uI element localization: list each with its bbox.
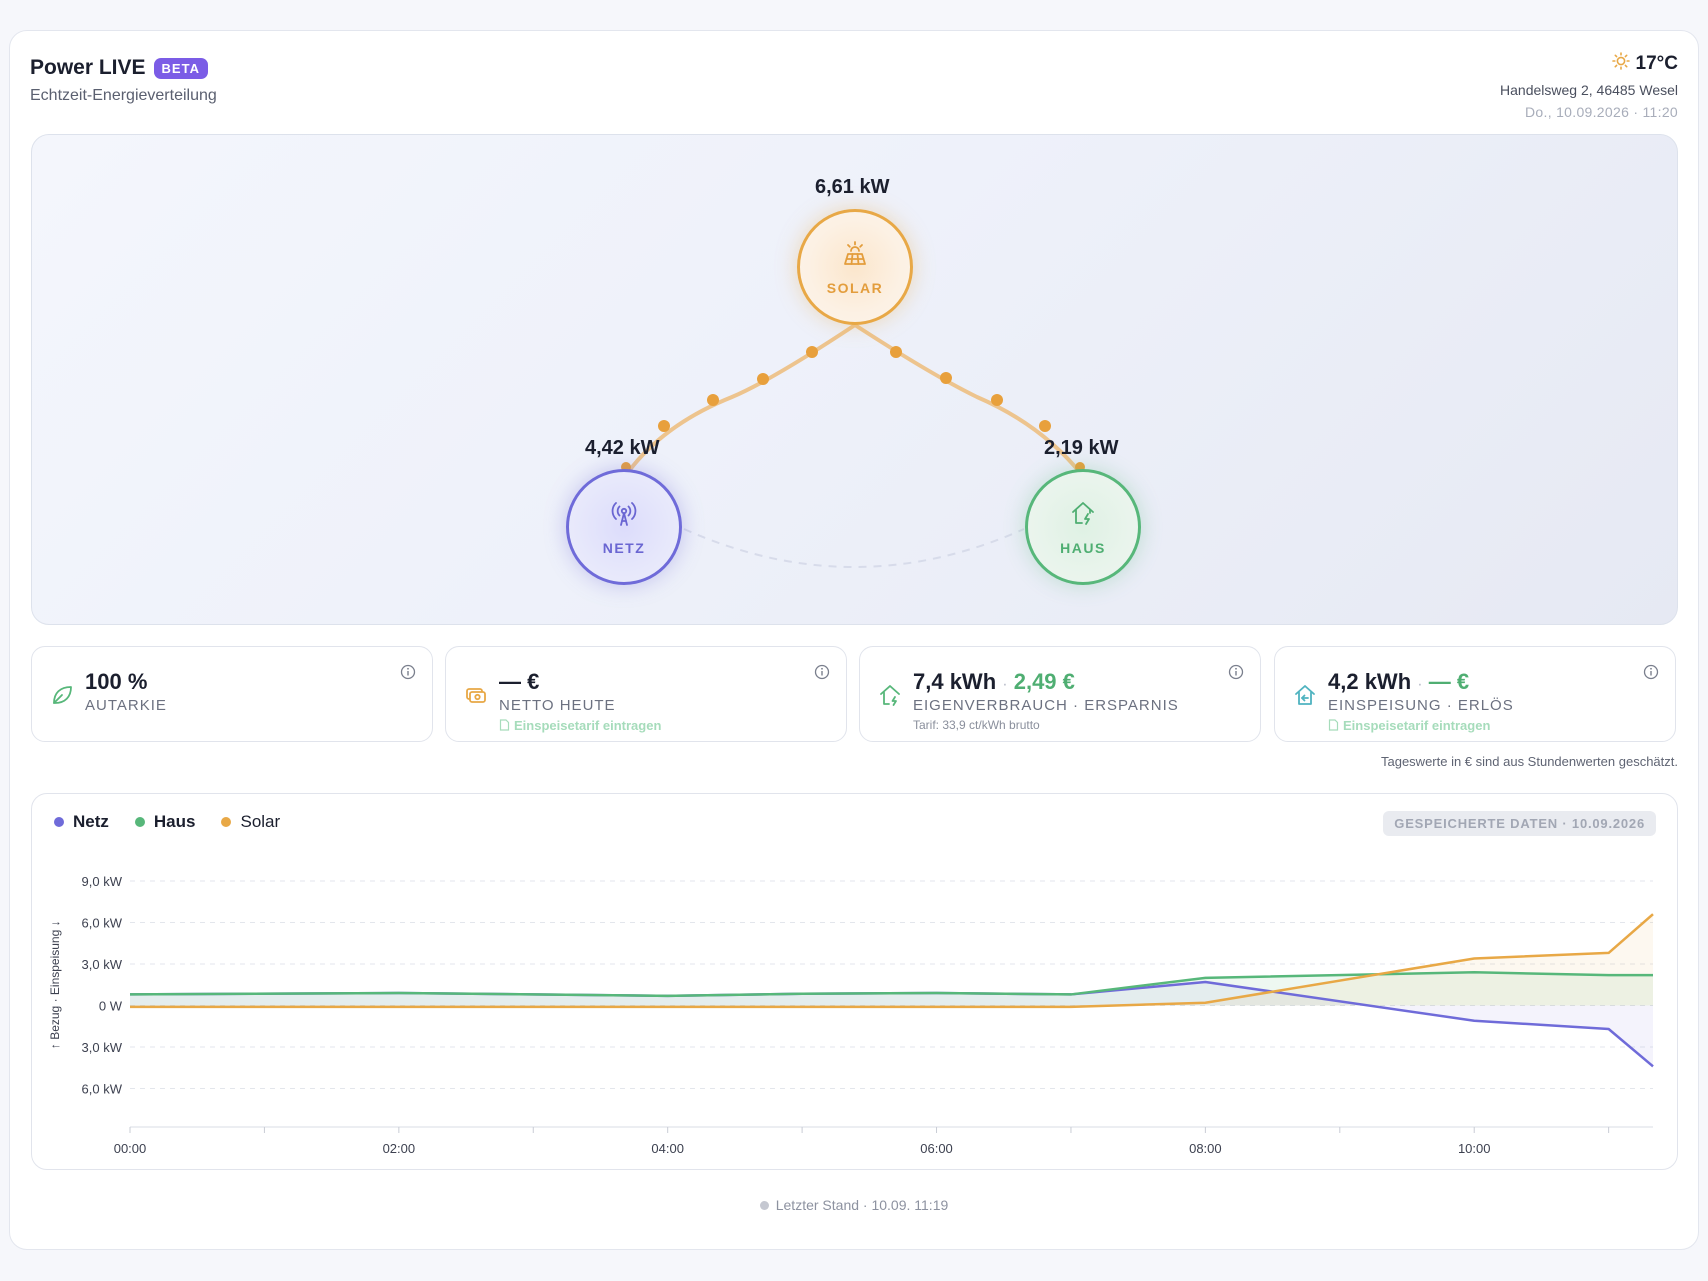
sun-icon <box>1611 52 1630 75</box>
einspeisung-label: EINSPEISUNG · ERLÖS <box>1328 697 1514 714</box>
x-tick-label: 04:00 <box>651 1141 684 1156</box>
house-export-icon <box>1293 683 1317 712</box>
y-tick-label: 6,0 kW <box>82 1082 123 1097</box>
x-tick-label: 00:00 <box>114 1141 147 1156</box>
haus-node[interactable]: HAUS <box>1025 469 1141 585</box>
house-bolt-icon <box>1069 499 1097 532</box>
stat-netto-heute: — € NETTO HEUTE Einspeisetarif eintragen <box>445 646 847 742</box>
einspeisetarif-link[interactable]: Einspeisetarif eintragen <box>499 718 661 733</box>
stat-eigenverbrauch: 7,4 kWh · 2,49 € EIGENVERBRAUCH · ERSPAR… <box>859 646 1261 742</box>
tarif-text: Tarif: 33,9 ct/kWh brutto <box>913 718 1040 732</box>
netto-value: — € <box>499 669 540 694</box>
info-icon[interactable] <box>1228 664 1244 685</box>
legend-solar[interactable]: Solar <box>221 812 280 832</box>
y-tick-label: 3,0 kW <box>82 957 123 972</box>
x-tick-label: 08:00 <box>1189 1141 1222 1156</box>
chart-legend: Netz Haus Solar <box>54 812 280 832</box>
solar-node[interactable]: SOLAR <box>797 209 913 325</box>
datetime: Do., 10.09.2026 · 11:20 <box>1525 104 1678 120</box>
flow-lines <box>621 323 1085 568</box>
legend-haus[interactable]: Haus <box>134 812 195 832</box>
info-icon[interactable] <box>400 664 416 685</box>
flow-dots <box>621 346 1085 472</box>
erloes-value: — € <box>1428 669 1470 694</box>
haus-power: 2,19 kW <box>1044 437 1119 459</box>
netz-label: NETZ <box>602 539 646 556</box>
info-icon[interactable] <box>814 664 830 685</box>
series-area-netz <box>130 981 1653 1067</box>
solar-power: 6,61 kW <box>815 176 890 198</box>
x-tick-label: 06:00 <box>920 1141 953 1156</box>
stat-einspeisung: 4,2 kWh · — € EINSPEISUNG · ERLÖS Einspe… <box>1274 646 1676 742</box>
y-tick-label: 0 W <box>99 999 123 1014</box>
solar-label: SOLAR <box>826 279 884 296</box>
weather-location: 17°C Handelsweg 2, 46485 Wesel Do., 10.0… <box>1500 52 1678 120</box>
einspeisetarif-link[interactable]: Einspeisetarif eintragen <box>1328 718 1490 733</box>
eigenverbrauch-value: 7,4 kWh · 2,49 € <box>913 669 1075 694</box>
netz-power: 4,42 kW <box>585 437 660 459</box>
leaf-icon <box>50 683 74 712</box>
series-line-haus <box>129 971 1653 998</box>
money-icon <box>464 683 488 712</box>
autarkie-value: 100 % <box>85 669 148 694</box>
address: Handelsweg 2, 46485 Wesel <box>1500 82 1678 98</box>
header: Power LIVE BETA Echtzeit-Energieverteilu… <box>30 56 217 105</box>
estimate-note: Tageswerte in € sind aus Stundenwerten g… <box>1380 754 1678 769</box>
document-icon <box>499 719 510 731</box>
solar-panel-icon <box>841 239 869 272</box>
last-update-text: Letzter Stand · 10.09. 11:19 <box>775 1197 949 1213</box>
netz-haus-idle-line <box>683 528 1025 568</box>
page-title: Power LIVE <box>30 56 146 79</box>
beta-badge: BETA <box>153 57 208 79</box>
power-chart-card: Netz Haus Solar GESPEICHERTE DATEN · 10.… <box>31 793 1678 1170</box>
autarkie-label: AUTARKIE <box>85 697 167 714</box>
einspeisung-value: 4,2 kWh · — € <box>1328 669 1470 694</box>
line-chart: 9,0 kW 6,0 kW 3,0 kW 0 W 3,0 kW 6,0 kW ↑ Bezug… <box>48 874 1654 1156</box>
info-icon[interactable] <box>1643 664 1659 685</box>
stat-autarkie: 100 % AUTARKIE <box>31 646 433 742</box>
y-tick-label: 9,0 kW <box>82 874 123 889</box>
haus-label: HAUS <box>1060 539 1106 556</box>
netto-label: NETTO HEUTE <box>499 697 616 714</box>
solar-netz-line <box>624 323 857 477</box>
y-axis-label: ↑ Bezug · Einspeisung ↓ <box>48 920 62 1049</box>
saved-data-badge: GESPEICHERTE DATEN · 10.09.2026 <box>1383 811 1656 836</box>
series-line-solar <box>130 913 1654 1009</box>
x-tick-label: 10:00 <box>1458 1141 1491 1156</box>
series-area-solar <box>130 914 1653 1007</box>
house-bolt-icon <box>878 683 902 712</box>
document-icon <box>1328 719 1339 731</box>
y-tick-label: 3,0 kW <box>82 1040 123 1055</box>
series-area-haus <box>130 972 1653 1006</box>
status-dot <box>759 1200 769 1210</box>
eigenverbrauch-label: EIGENVERBRAUCH · ERSPARNIS <box>913 697 1179 714</box>
legend-netz[interactable]: Netz <box>54 812 109 832</box>
y-tick-label: 6,0 kW <box>82 916 123 931</box>
x-tick-label: 02:00 <box>383 1141 416 1156</box>
ersparnis-value: 2,49 € <box>1013 669 1075 694</box>
netz-node[interactable]: NETZ <box>566 469 682 585</box>
energy-flow-panel: 6,61 kW 4,42 kW 2,19 kW SOLAR NETZ HAUS <box>31 134 1678 625</box>
page-subtitle: Echtzeit-Energieverteilung <box>30 87 217 104</box>
antenna-icon <box>610 499 638 532</box>
temperature: 17°C <box>1635 52 1678 74</box>
last-update: Letzter Stand · 10.09. 11:19 <box>0 1197 1708 1213</box>
